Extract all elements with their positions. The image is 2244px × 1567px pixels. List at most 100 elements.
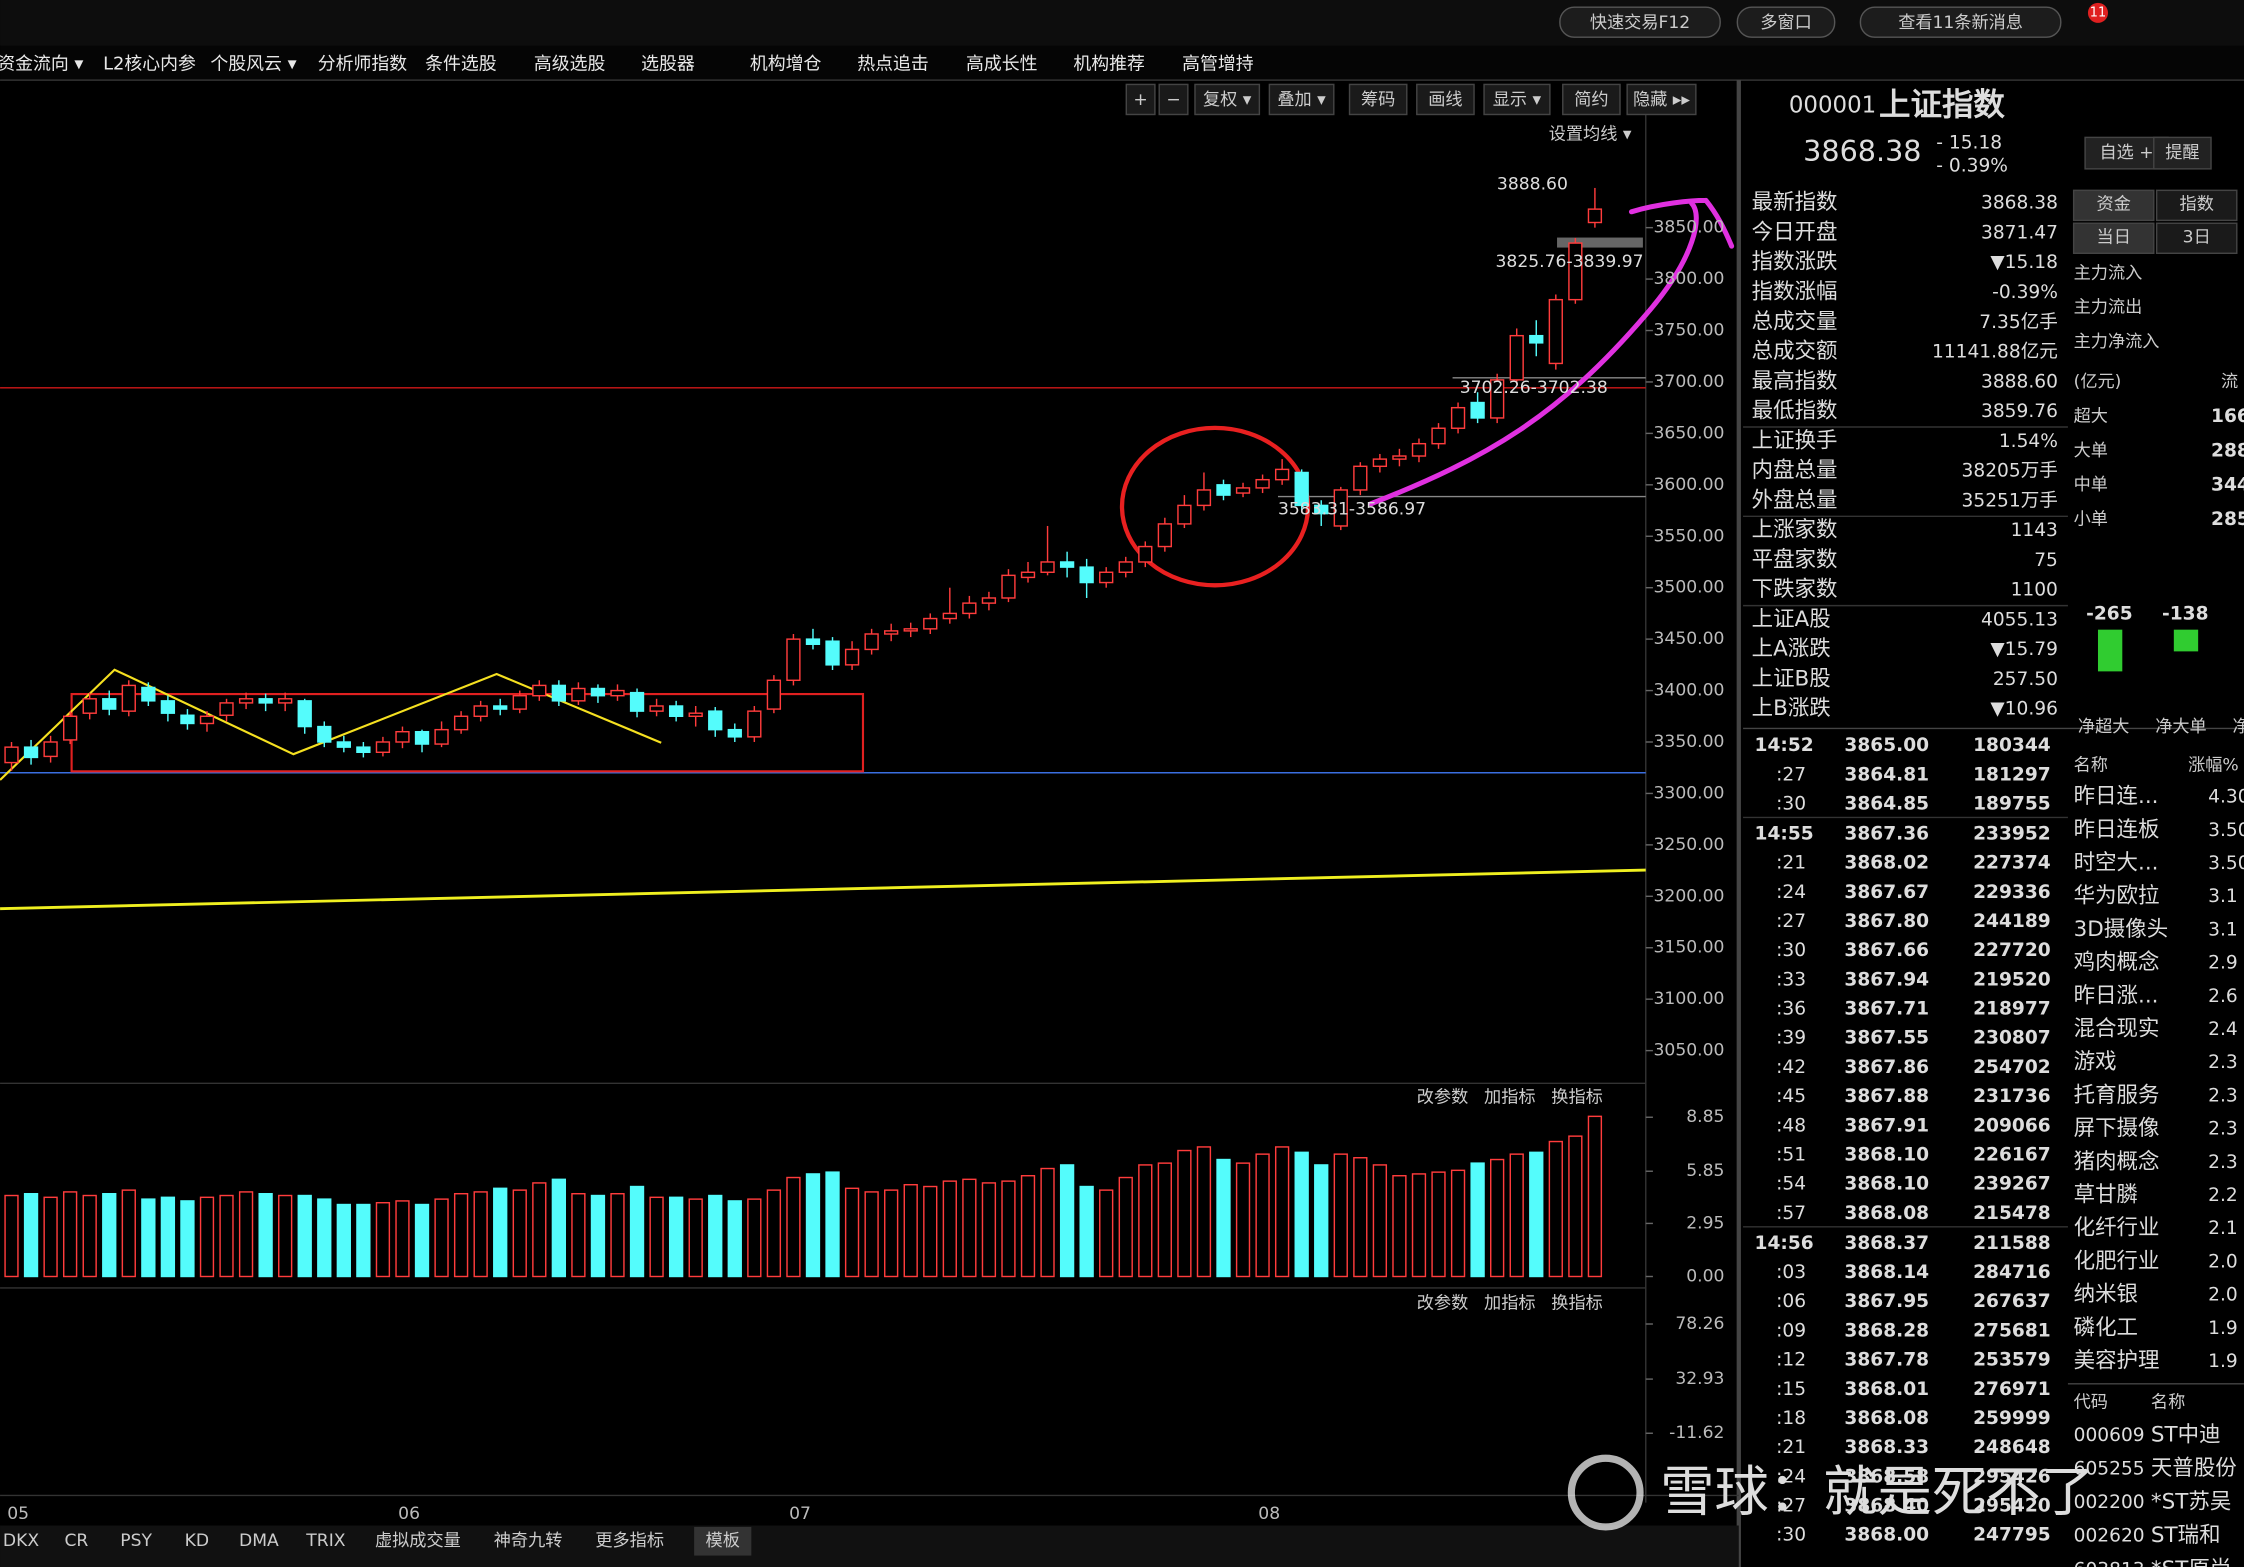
tab[interactable] xyxy=(2072,222,2155,255)
tab[interactable]: 模板 xyxy=(706,1531,740,1551)
candle-body xyxy=(1177,504,1192,525)
tab[interactable]: PSY xyxy=(120,1531,152,1551)
tab[interactable]: KD xyxy=(185,1531,209,1551)
y-tick-label: -11.62 xyxy=(1669,1423,1724,1443)
candle-body xyxy=(1138,545,1153,563)
button[interactable] xyxy=(1559,6,1721,38)
menu-item[interactable]: 资金流向 ▾ xyxy=(0,53,83,74)
tick-price: 3868.10 xyxy=(1844,1145,1929,1166)
volume-bar xyxy=(551,1178,567,1278)
tool-button[interactable] xyxy=(1483,83,1551,116)
change: - 15.18 xyxy=(1936,133,2002,154)
panel-button[interactable]: 加指标 xyxy=(1484,1294,1535,1314)
button[interactable] xyxy=(1859,6,2062,38)
tick-volume: 276971 xyxy=(1973,1379,2051,1400)
tick-price: 3867.94 xyxy=(1844,969,1929,990)
panel-button[interactable]: 改参数 xyxy=(1417,1294,1468,1314)
candle-body xyxy=(532,684,547,697)
stat-label: 外盘总量 xyxy=(1752,488,1838,513)
y-tick-label: 3450.00 xyxy=(1654,629,1725,649)
tool-button[interactable] xyxy=(1194,83,1261,116)
volume-bar xyxy=(844,1187,860,1278)
menu-item[interactable]: 选股器 xyxy=(641,53,695,74)
tool-button[interactable] xyxy=(1562,83,1621,116)
tick-volume: 295420 xyxy=(1973,1496,2051,1517)
stat-value: 4055.13 xyxy=(1981,609,2058,630)
sector-pct: 2.4 xyxy=(2208,1019,2238,1040)
menu-item[interactable]: L2核心内参 xyxy=(103,53,196,74)
tick-volume: 259999 xyxy=(1973,1408,2051,1429)
tool-label: 画线 xyxy=(1428,90,1462,110)
net-bar xyxy=(2173,629,2199,652)
sector-name: 化肥行业 xyxy=(2074,1249,2160,1274)
candle-body xyxy=(238,698,254,704)
stock-code: 002620 xyxy=(2074,1526,2145,1547)
menu-item[interactable]: 高管增持 xyxy=(1182,53,1254,74)
menu-item[interactable]: 条件选股 xyxy=(425,53,497,74)
menu-item[interactable]: 热点追击 xyxy=(857,53,929,74)
tick-price: 3864.81 xyxy=(1844,764,1929,785)
volume-bar xyxy=(4,1194,19,1278)
menu-item[interactable]: 分析师指数 xyxy=(318,53,407,74)
tick-price: 3865.00 xyxy=(1844,735,1929,756)
panel-button[interactable]: 换指标 xyxy=(1551,1088,1602,1108)
tick-time: :39 xyxy=(1776,1028,1806,1049)
tab[interactable]: 更多指标 xyxy=(595,1531,664,1551)
tab[interactable]: DKX xyxy=(3,1531,39,1551)
stat-label: 上证B股 xyxy=(1752,666,1831,691)
panel-button[interactable]: 改参数 xyxy=(1417,1088,1468,1108)
menu-item[interactable]: 高级选股 xyxy=(534,53,606,74)
tab[interactable]: TRIX xyxy=(305,1531,345,1551)
panel-button[interactable]: 加指标 xyxy=(1484,1088,1535,1108)
menu-item[interactable]: 机构增仓 xyxy=(750,53,822,74)
tick-time: :03 xyxy=(1776,1262,1806,1283)
menu-item[interactable]: 机构推荐 xyxy=(1073,53,1145,74)
y-tick-label: 3700.00 xyxy=(1654,372,1725,392)
tab[interactable]: CR xyxy=(64,1531,88,1551)
volume-bar xyxy=(512,1189,527,1278)
tool-button[interactable] xyxy=(1158,83,1189,116)
annotation: 3825.76-3839.97 xyxy=(1496,252,1644,272)
tab[interactable]: 神奇九转 xyxy=(494,1531,563,1551)
stat-value: 75 xyxy=(2034,550,2058,571)
candle-body xyxy=(923,617,938,630)
button[interactable] xyxy=(2153,136,2212,170)
tick-time: :06 xyxy=(1776,1291,1806,1312)
tool-button[interactable] xyxy=(1348,83,1408,116)
tick-time: :36 xyxy=(1776,999,1806,1020)
tool-button[interactable] xyxy=(1125,83,1156,116)
tab[interactable] xyxy=(2072,189,2155,222)
candle-body xyxy=(141,686,156,702)
volume-bar xyxy=(923,1185,938,1278)
tab[interactable]: 虚拟成交量 xyxy=(375,1531,461,1551)
volume-bar xyxy=(1235,1162,1251,1278)
sector-pct: 3.1 xyxy=(2208,919,2238,940)
tick-volume: 233952 xyxy=(1973,823,2051,844)
net-label: 净 xyxy=(2232,717,2244,737)
menu-item[interactable]: 高成长性 xyxy=(966,53,1038,74)
tool-button[interactable] xyxy=(1416,83,1475,116)
candle-body xyxy=(219,702,234,716)
volume-bar xyxy=(942,1180,957,1278)
volume-bar xyxy=(786,1176,801,1278)
menu-item[interactable]: 个股风云 ▾ xyxy=(210,53,296,74)
tool-button[interactable] xyxy=(1626,83,1697,116)
tab[interactable]: DMA xyxy=(239,1531,279,1551)
tool-button[interactable] xyxy=(1268,83,1335,116)
candle-body xyxy=(1568,242,1583,301)
tick-volume: 209066 xyxy=(1973,1115,2051,1136)
volume-bar xyxy=(532,1182,547,1278)
y-tick-label: 3250.00 xyxy=(1654,835,1725,855)
tick-volume: 244189 xyxy=(1973,911,2051,932)
volume-bar xyxy=(1157,1162,1173,1278)
candle-body xyxy=(493,705,508,710)
candle-body xyxy=(82,698,97,714)
panel-button[interactable]: 换指标 xyxy=(1551,1294,1602,1314)
volume-bar xyxy=(766,1189,782,1278)
tab[interactable] xyxy=(2155,222,2238,255)
button[interactable] xyxy=(1736,6,1836,38)
net-value: -138 xyxy=(2162,603,2209,624)
volume-bar xyxy=(825,1171,840,1278)
tab[interactable] xyxy=(2155,189,2238,222)
candle-body xyxy=(708,710,723,731)
